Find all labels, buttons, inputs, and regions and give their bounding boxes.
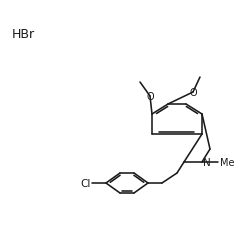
Text: methoxy: methoxy (180, 67, 220, 76)
Text: methoxy: methoxy (97, 78, 137, 87)
Text: HBr: HBr (12, 28, 35, 41)
Text: methoxy: methoxy (126, 78, 166, 87)
Text: N: N (203, 157, 211, 167)
Text: O: O (146, 92, 154, 101)
Text: O: O (189, 88, 197, 98)
Text: Cl: Cl (81, 178, 91, 188)
Text: Me: Me (220, 157, 235, 167)
